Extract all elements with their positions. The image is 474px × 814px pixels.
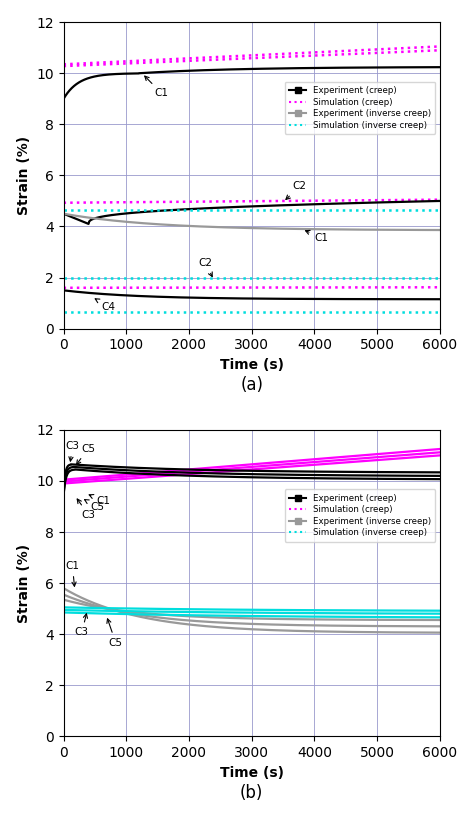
Legend: Experiment (creep), Simulation (creep), Experiment (inverse creep), Simulation (: Experiment (creep), Simulation (creep), …: [284, 489, 436, 541]
Text: C1: C1: [145, 77, 168, 98]
Legend: Experiment (creep), Simulation (creep), Experiment (inverse creep), Simulation (: Experiment (creep), Simulation (creep), …: [284, 81, 436, 134]
Text: C2: C2: [199, 258, 212, 277]
Y-axis label: Strain (%): Strain (%): [17, 544, 31, 623]
Text: C3: C3: [77, 499, 96, 520]
Text: C5: C5: [107, 619, 123, 648]
Text: C5: C5: [84, 500, 105, 512]
X-axis label: Time (s): Time (s): [219, 358, 283, 372]
Text: C1: C1: [89, 495, 110, 506]
Text: C5: C5: [77, 444, 95, 465]
X-axis label: Time (s): Time (s): [219, 766, 283, 780]
Text: C1: C1: [65, 561, 80, 586]
Text: C3: C3: [65, 441, 80, 461]
Text: C2: C2: [286, 182, 306, 199]
Text: C3: C3: [75, 614, 89, 637]
Text: (a): (a): [240, 376, 263, 394]
Text: (b): (b): [240, 784, 264, 802]
Y-axis label: Strain (%): Strain (%): [17, 136, 31, 215]
Text: C1: C1: [306, 230, 328, 243]
Text: C4: C4: [95, 299, 115, 312]
